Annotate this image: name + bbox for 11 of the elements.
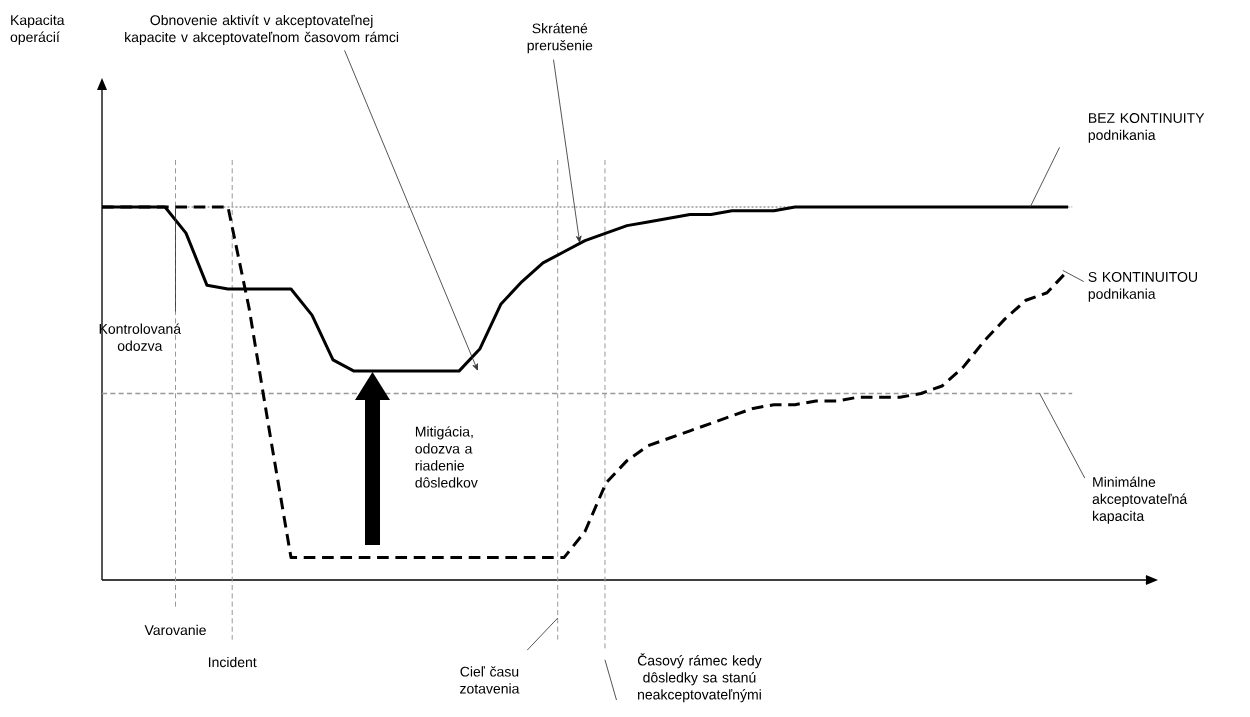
text: Skrátené prerušenie	[527, 22, 593, 54]
ref-line-label: Minimálne akceptovateľná kapacita	[1092, 476, 1188, 524]
text: Časový rámec kedy dôsledky sa stanú neakceptovateľnými	[637, 653, 762, 703]
text: Incident	[208, 656, 257, 668]
annotation: Mitigácia, odozva a riadenie dôsledkov	[415, 426, 478, 488]
series-label: S KONTINUITOU podnikania	[1088, 271, 1197, 302]
text: Obnovenie aktivít v akceptovateľnej kapacite v akceptovateľnom časovom rámci	[125, 14, 399, 45]
text: Cieľ času zotavenia	[460, 666, 520, 694]
text: Varovanie	[144, 624, 206, 636]
text: Kapacita operácií	[10, 14, 65, 45]
text: BEZ KONTINUITY podnikania	[1088, 113, 1205, 143]
